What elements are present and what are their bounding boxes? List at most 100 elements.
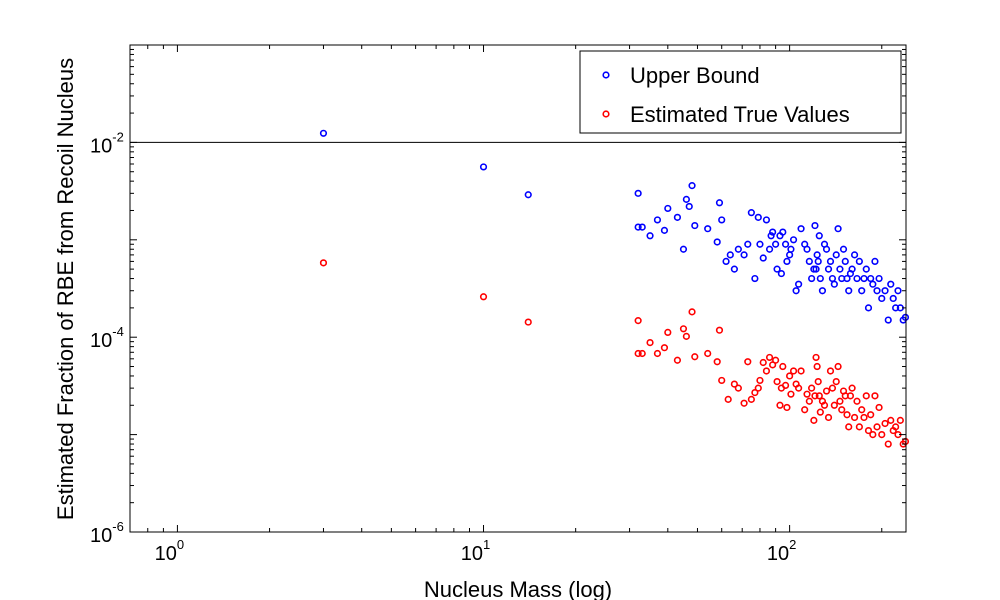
upper-bound-point [864,304,873,312]
estimated-true-value-point [808,384,816,392]
estimated-true-value-point [660,344,669,352]
upper-bound-point [826,257,835,266]
estimated-true-value-point [812,353,820,362]
estimated-true-value-point [896,416,904,424]
upper-bound-point [718,216,726,224]
upper-bound-point [884,316,892,324]
estimated-true-value-point [881,419,889,428]
estimated-true-value-point [848,384,856,392]
upper-bound-point [834,225,842,233]
estimated-true-value-point [634,349,642,358]
estimated-true-value-point [838,406,846,414]
estimated-true-value-point [834,362,842,371]
legend-marker-upper-bound [602,71,610,79]
estimated-true-value-point [810,416,818,424]
upper-bound-point [726,251,734,259]
upper-bound-point [730,265,738,273]
estimated-true-value-point [718,376,726,385]
estimated-true-value-point [765,353,774,362]
estimated-true-value-point [832,378,840,386]
estimated-true-value-point [759,358,767,367]
upper-bound-point [894,287,902,295]
upper-bound-point [781,240,790,248]
estimated-true-value-point [682,332,690,340]
estimated-true-value-point [744,358,752,366]
estimated-true-value-point [691,353,699,361]
upper-bound-point [715,199,724,207]
upper-bound-point [688,182,696,190]
upper-bound-point [862,265,870,273]
estimated-true-value-point [813,362,821,371]
estimated-true-value-point [811,392,819,400]
upper-bound-point [855,257,863,266]
upper-bound-point [762,216,771,224]
estimated-true-value-point [815,392,823,400]
upper-bound-point [638,223,646,231]
x-tick-label: 101 [461,537,490,565]
upper-bound-point [759,254,767,262]
estimated-true-value-point [845,423,853,431]
upper-bound-point [850,251,859,259]
upper-bound-point [887,280,895,288]
upper-bound-point [704,225,712,233]
upper-bound-point [795,280,803,288]
estimated-true-value-point [801,406,809,414]
upper-bound-point [751,274,759,283]
upper-bound-point [812,265,820,273]
estimated-true-value-point [853,397,861,405]
upper-bound-point [779,228,787,236]
estimated-true-value-point [887,416,895,424]
upper-bound-point [722,257,730,266]
estimated-true-value-point [867,411,875,419]
estimated-true-value-point [783,403,791,412]
estimated-true-value-point [772,356,780,364]
estimated-true-value-point [786,372,794,380]
upper-bound-point [815,232,823,240]
estimated-true-value-point [814,378,822,386]
upper-bound-point [816,274,824,283]
y-tick-label: 10-4 [90,324,124,352]
estimated-true-value-point [878,431,886,439]
estimated-true-value-point [869,431,877,439]
estimated-true-value-point [816,408,824,416]
plot-frame [129,44,907,533]
upper-bound-point [878,294,886,303]
upper-bound-point [754,213,762,221]
estimated-true-value-point [740,399,748,407]
upper-bound-point [853,274,861,283]
upper-bound-point [767,232,775,240]
upper-bound-point [803,245,811,253]
upper-bound-point [747,209,755,217]
upper-bound-point [871,257,879,266]
upper-bound-point [682,195,690,203]
estimated-true-value-point [730,380,738,388]
estimated-true-value-point [875,403,883,412]
estimated-true-value-point [704,349,712,358]
upper-bound-point [734,245,742,253]
estimated-true-value-point [781,381,790,389]
estimated-true-value-point [871,392,879,400]
estimated-true-value-point [646,339,654,347]
upper-bound-point [845,287,853,295]
upper-bound-point [881,287,889,295]
legend: Upper Bound Estimated True Values [579,50,902,134]
upper-bound-point [524,191,532,199]
estimated-true-value-point [873,423,881,431]
x-tick-label: 100 [155,537,184,565]
estimated-true-value-point [797,367,805,375]
estimated-true-value-point [822,387,831,395]
estimated-true-value-point [776,401,784,409]
upper-bound-point [873,287,881,295]
estimated-true-value-point [828,384,837,392]
estimated-true-value-point [634,317,642,325]
estimated-true-value-point [751,388,759,397]
estimated-true-value-point [820,401,829,409]
estimated-true-value-point [653,349,662,358]
upper-bound-point [836,265,844,273]
upper-bound-point [860,274,868,283]
upper-bound-point [673,213,682,221]
upper-bound-point [824,265,833,273]
estimated-true-value-point [638,349,646,358]
upper-bound-point [783,257,791,266]
